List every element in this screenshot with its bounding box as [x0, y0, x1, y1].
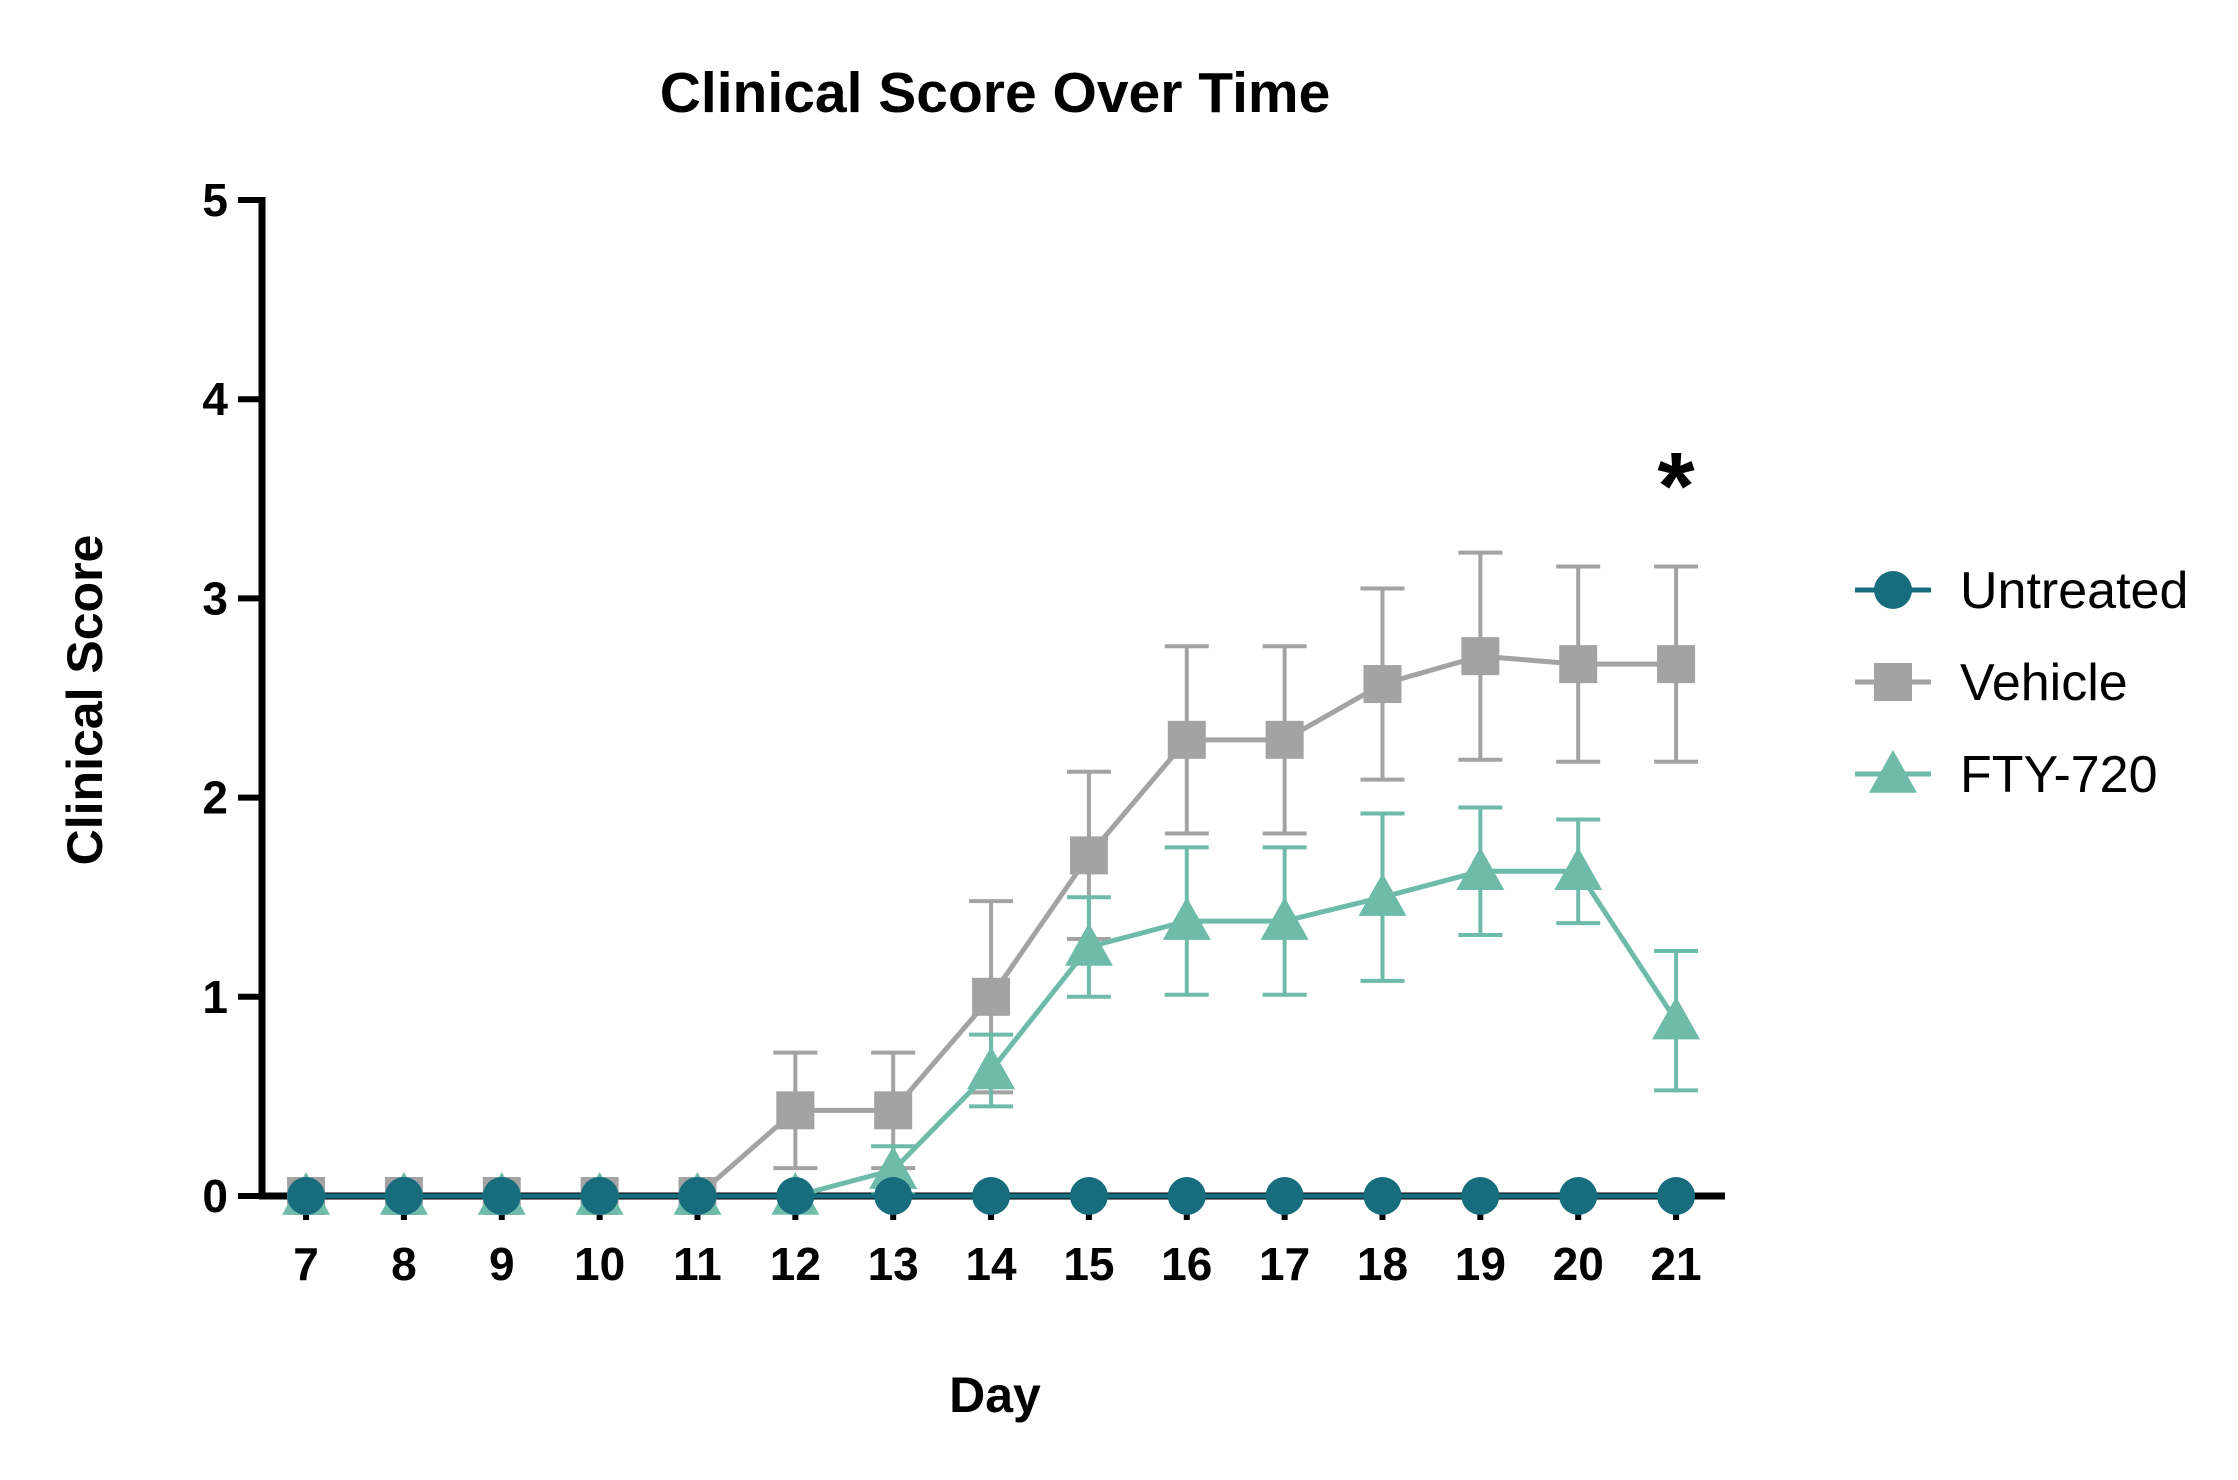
data-point [1064, 923, 1113, 966]
x-tick-label: 21 [1650, 1238, 1701, 1290]
legend-label: Vehicle [1960, 654, 2128, 712]
legend-marker [1874, 571, 1912, 609]
data-point [1069, 1177, 1108, 1215]
data-point [1260, 897, 1309, 940]
y-tick-label: 0 [202, 1170, 228, 1222]
data-point [1167, 1177, 1206, 1215]
data-point [1265, 720, 1304, 759]
x-tick-label: 10 [574, 1238, 625, 1290]
data-point [1657, 645, 1696, 684]
data-point [972, 1177, 1011, 1215]
legend-marker [1869, 750, 1917, 793]
x-tick-label: 9 [489, 1238, 515, 1290]
significance-annotation: * [1657, 433, 1695, 540]
data-point [1167, 720, 1206, 759]
data-point [1657, 1177, 1696, 1215]
y-tick-label: 5 [202, 174, 228, 226]
x-tick-label: 18 [1357, 1238, 1408, 1290]
data-point [1652, 996, 1701, 1040]
data-point [874, 1091, 913, 1130]
legend: Untreated Vehicle FTY-720 [1855, 562, 2188, 804]
legend-label: Untreated [1960, 562, 2188, 620]
x-axis-label: Day [949, 1367, 1041, 1423]
data-point [287, 1177, 326, 1215]
x-tick-label: 17 [1259, 1238, 1310, 1290]
x-tick-label: 15 [1063, 1238, 1114, 1290]
data-point [678, 1177, 717, 1215]
data-point [1363, 665, 1402, 704]
series-layer [282, 550, 1701, 1215]
y-tick-label: 3 [202, 572, 228, 624]
data-point [384, 1177, 423, 1215]
data-point [1559, 1177, 1598, 1215]
chart-title: Clinical Score Over Time [660, 61, 1331, 125]
x-tick-label: 13 [868, 1238, 919, 1290]
y-tick-label: 4 [202, 373, 228, 425]
data-point [776, 1091, 815, 1130]
x-tick-label: 7 [293, 1238, 319, 1290]
x-tick-label: 20 [1553, 1238, 1604, 1290]
data-point [1363, 1177, 1402, 1215]
legend-item-untreated: Untreated [1855, 562, 2188, 620]
y-tick-label: 2 [202, 772, 228, 824]
data-point [1162, 897, 1211, 940]
annotation-layer: * [1657, 433, 1695, 540]
data-point [1554, 847, 1603, 891]
x-tick-label: 16 [1161, 1238, 1212, 1290]
legend-marker [1874, 663, 1912, 701]
data-point [1461, 637, 1500, 676]
x-tick-label: 14 [965, 1238, 1017, 1290]
data-point [1456, 847, 1505, 891]
legend-label: FTY-720 [1960, 746, 2158, 804]
y-tick-label: 1 [202, 971, 228, 1023]
x-tick-label: 12 [770, 1238, 821, 1290]
data-point [580, 1177, 619, 1215]
data-point [776, 1177, 815, 1215]
data-point [967, 1046, 1016, 1090]
x-tick-label: 19 [1455, 1238, 1506, 1290]
data-point [869, 1146, 918, 1189]
legend-item-vehicle: Vehicle [1855, 654, 2128, 712]
data-point [972, 977, 1011, 1016]
data-point [874, 1177, 913, 1215]
y-axis-label: Clinical Score [57, 535, 113, 866]
series-untreated [287, 1177, 1696, 1215]
data-point [1069, 836, 1108, 875]
x-tick-label: 8 [391, 1238, 417, 1290]
data-point [1265, 1177, 1304, 1215]
x-tick-label: 11 [673, 1238, 722, 1290]
data-point [482, 1177, 521, 1215]
data-point [1461, 1177, 1500, 1215]
legend-item-fty-720: FTY-720 [1855, 746, 2158, 804]
data-point [1358, 873, 1407, 916]
data-point [1559, 645, 1598, 684]
